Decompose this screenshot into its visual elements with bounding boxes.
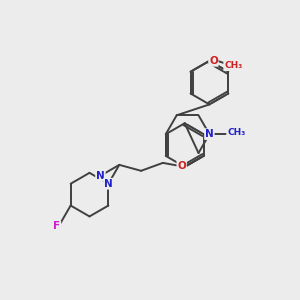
- Text: N: N: [104, 179, 113, 189]
- Text: F: F: [53, 221, 60, 231]
- Text: O: O: [209, 56, 218, 66]
- Text: N: N: [205, 129, 214, 139]
- Text: CH₃: CH₃: [224, 61, 242, 70]
- Text: CH₃: CH₃: [227, 128, 245, 137]
- Text: O: O: [177, 161, 186, 171]
- Text: N: N: [96, 171, 105, 181]
